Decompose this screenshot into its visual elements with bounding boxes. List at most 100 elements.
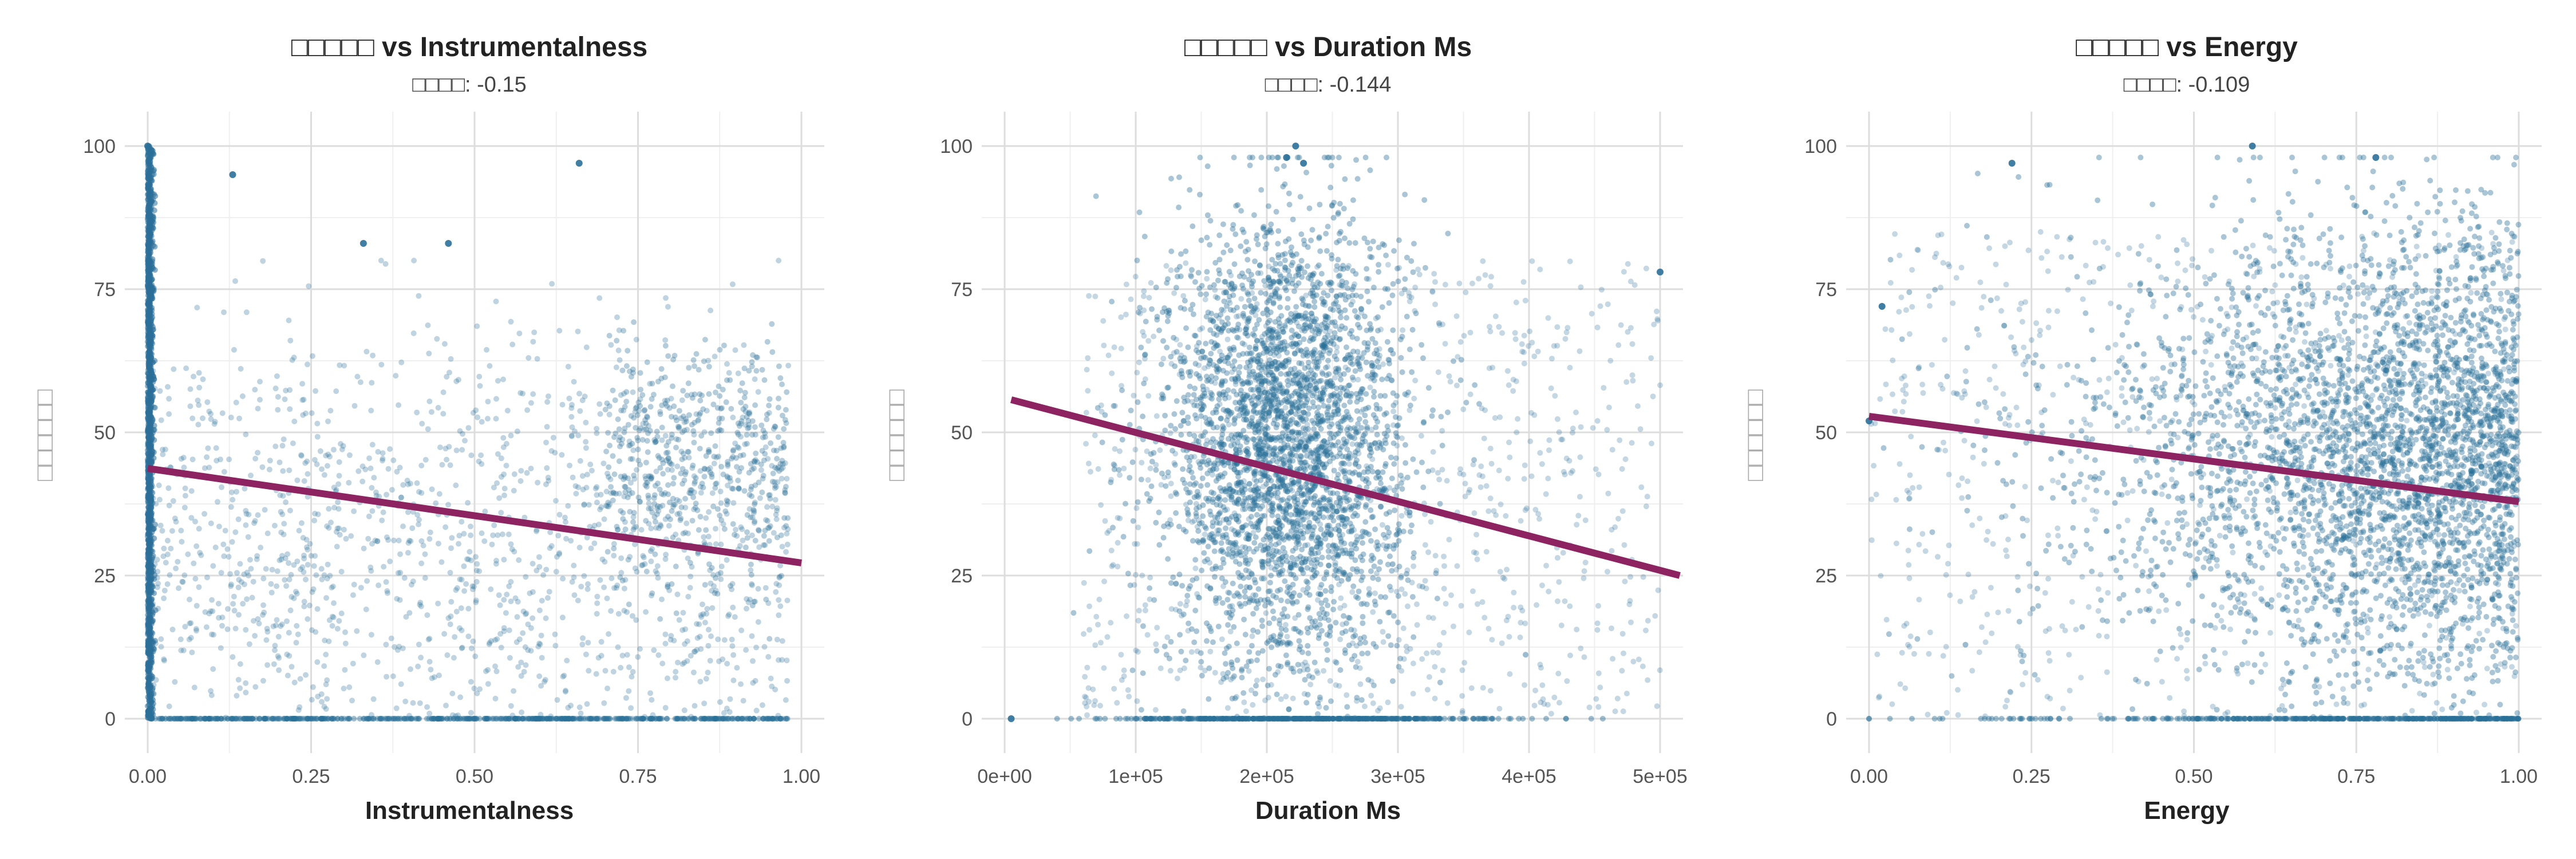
data-point bbox=[346, 684, 353, 690]
data-point bbox=[146, 391, 152, 397]
data-point bbox=[281, 521, 287, 527]
data-point bbox=[454, 585, 460, 591]
data-point bbox=[607, 443, 613, 448]
data-point bbox=[381, 564, 387, 570]
data-point bbox=[245, 534, 251, 540]
data-point bbox=[727, 696, 733, 702]
data-point bbox=[435, 600, 441, 606]
data-point bbox=[783, 697, 789, 703]
data-point bbox=[544, 595, 551, 601]
data-point bbox=[764, 338, 771, 345]
data-point bbox=[549, 281, 555, 287]
data-point bbox=[637, 403, 643, 409]
data-point bbox=[478, 452, 484, 458]
data-point bbox=[776, 258, 782, 263]
data-point bbox=[511, 471, 517, 477]
data-point bbox=[275, 407, 281, 413]
data-point bbox=[159, 527, 165, 534]
data-point bbox=[400, 645, 406, 652]
data-point bbox=[512, 716, 519, 722]
data-point bbox=[424, 704, 430, 710]
data-point bbox=[773, 589, 779, 595]
data-point bbox=[646, 501, 652, 506]
data-point bbox=[1218, 540, 1224, 546]
data-point bbox=[453, 609, 460, 614]
data-point bbox=[588, 545, 594, 551]
data-point bbox=[350, 660, 356, 667]
data-point bbox=[301, 478, 307, 484]
data-point bbox=[701, 474, 708, 480]
data-point bbox=[662, 631, 669, 637]
data-point bbox=[1342, 235, 1348, 242]
data-point bbox=[683, 520, 690, 526]
data-point bbox=[706, 561, 712, 568]
data-point bbox=[484, 346, 489, 353]
data-point bbox=[458, 605, 464, 611]
data-point bbox=[686, 455, 692, 461]
data-point bbox=[494, 480, 500, 486]
data-point bbox=[720, 471, 726, 478]
data-point bbox=[697, 679, 704, 685]
data-point bbox=[172, 679, 178, 685]
data-point bbox=[210, 666, 216, 672]
data-point bbox=[459, 447, 465, 453]
data-point bbox=[688, 653, 694, 659]
data-point bbox=[612, 397, 618, 403]
data-point bbox=[624, 609, 630, 615]
data-point bbox=[519, 709, 525, 715]
data-point bbox=[333, 529, 339, 535]
data-point bbox=[468, 452, 475, 459]
data-point bbox=[736, 468, 742, 475]
data-point bbox=[468, 532, 474, 538]
data-point bbox=[1203, 341, 1209, 346]
data-point bbox=[325, 418, 331, 424]
data-point bbox=[772, 687, 779, 692]
data-point bbox=[750, 680, 756, 686]
data-point bbox=[485, 399, 491, 405]
data-point bbox=[496, 592, 502, 598]
data-point bbox=[621, 328, 627, 334]
data-point bbox=[434, 336, 440, 342]
data-point bbox=[224, 546, 231, 552]
data-point bbox=[234, 692, 240, 699]
data-point bbox=[776, 582, 783, 588]
data-point bbox=[148, 523, 154, 529]
data-point bbox=[1204, 212, 1211, 218]
data-point bbox=[555, 533, 562, 539]
data-point bbox=[148, 716, 155, 722]
data-point bbox=[188, 635, 194, 641]
data-point bbox=[369, 508, 376, 514]
data-point bbox=[769, 321, 775, 327]
data-point bbox=[712, 485, 718, 491]
data-point bbox=[522, 644, 528, 650]
data-point bbox=[237, 685, 243, 691]
data-point bbox=[289, 664, 295, 670]
data-point bbox=[540, 572, 547, 578]
data-point bbox=[255, 450, 260, 456]
data-point bbox=[630, 389, 636, 395]
data-point bbox=[383, 579, 389, 585]
data-point bbox=[280, 492, 286, 499]
data-point bbox=[704, 610, 710, 617]
data-point bbox=[714, 506, 721, 512]
data-point bbox=[527, 716, 533, 722]
data-point bbox=[692, 703, 698, 709]
data-point bbox=[736, 716, 742, 722]
data-point bbox=[734, 430, 741, 436]
data-point bbox=[304, 458, 310, 464]
data-point bbox=[697, 446, 703, 452]
data-point bbox=[577, 458, 583, 464]
data-point bbox=[188, 488, 195, 494]
data-point bbox=[1289, 244, 1294, 250]
data-point bbox=[749, 432, 755, 438]
data-point bbox=[147, 407, 153, 413]
data-point bbox=[775, 479, 781, 485]
data-point bbox=[503, 463, 509, 468]
data-point bbox=[323, 595, 329, 601]
data-point bbox=[460, 431, 465, 437]
data-point bbox=[163, 559, 169, 566]
data-point bbox=[602, 668, 609, 674]
data-point bbox=[680, 530, 686, 537]
data-point bbox=[637, 646, 643, 652]
data-point bbox=[730, 415, 736, 420]
